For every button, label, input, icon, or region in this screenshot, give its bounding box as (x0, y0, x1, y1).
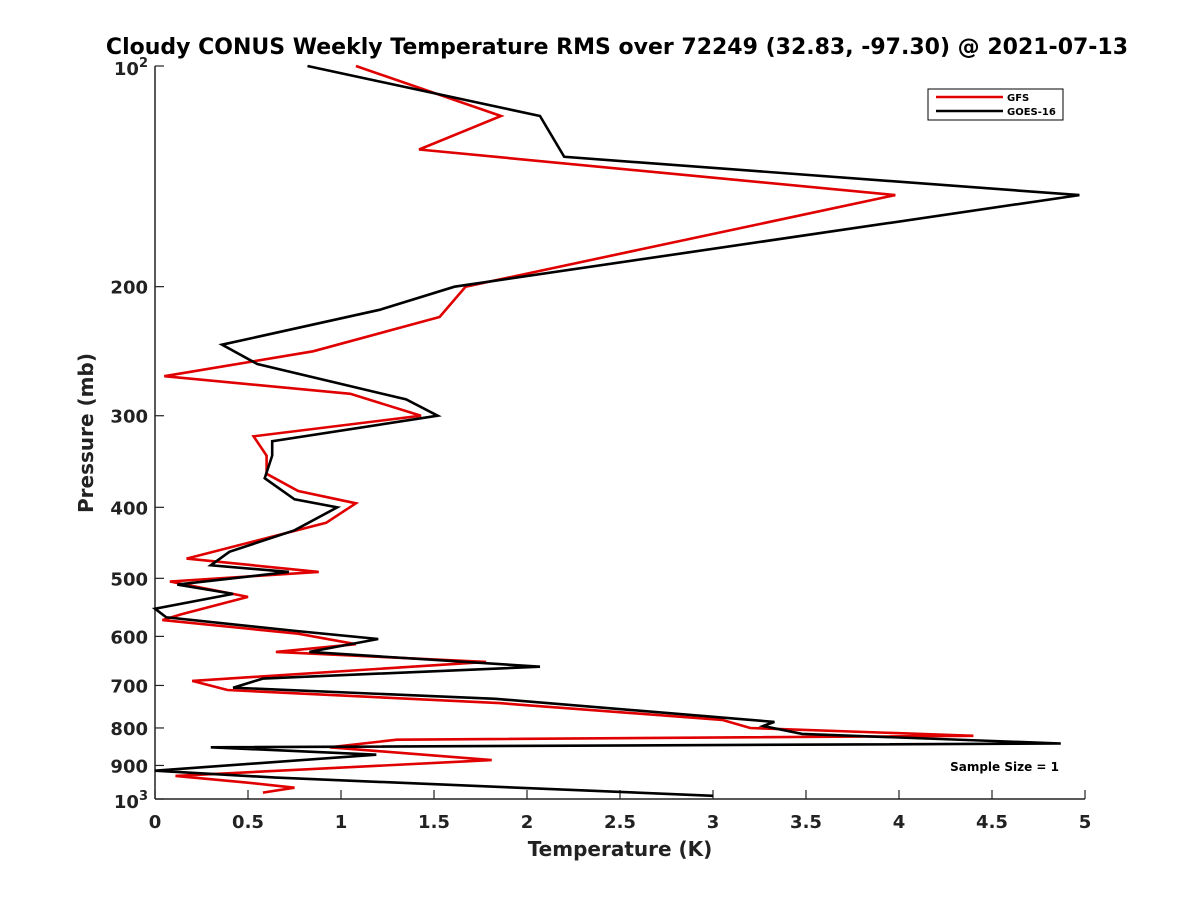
x-tick-label: 1 (335, 812, 348, 833)
y-tick-label-exponent: 2 (139, 56, 148, 71)
x-tick-label: 1.5 (418, 812, 450, 833)
y-tick-label: 102 (114, 56, 148, 80)
y-tick-label-exponent: 3 (139, 789, 148, 804)
x-tick-label: 3.5 (790, 812, 822, 833)
x-tick-label: 3 (707, 812, 720, 833)
x-tick-label: 0.5 (232, 812, 264, 833)
legend-label-gfs: GFS (1007, 93, 1029, 104)
x-tick-label: 4.5 (976, 812, 1008, 833)
legend-label-goes16: GOES-16 (1007, 107, 1056, 118)
y-tick-label: 200 (110, 278, 148, 299)
y-axis-label: Pressure (mb) (74, 353, 98, 513)
x-axis-ticks: 0 0.5 1 1.5 2 2.5 3 3.5 4 4.5 5 (149, 790, 1092, 833)
x-tick-label: 0 (149, 812, 162, 833)
x-tick-label: 4 (893, 812, 906, 833)
y-tick-label-base: 10 (114, 792, 139, 813)
y-tick-label-base: 10 (114, 59, 139, 80)
y-tick-label: 300 (110, 407, 148, 428)
y-tick-label: 400 (110, 498, 148, 519)
x-axis-label: Temperature (K) (528, 837, 713, 861)
chart-title: Cloudy CONUS Weekly Temperature RMS over… (106, 35, 1128, 60)
y-tick-label: 600 (110, 627, 148, 648)
y-tick-label: 500 (110, 569, 148, 590)
legend: GFS GOES-16 (927, 88, 1064, 121)
y-tick-label: 103 (114, 789, 148, 813)
y-tick-label: 900 (110, 756, 148, 777)
series-line-gfs (162, 64, 974, 794)
x-tick-label: 5 (1079, 812, 1092, 833)
x-tick-label: 2.5 (604, 812, 636, 833)
series-line-goes16 (151, 64, 1080, 798)
x-tick-label: 2 (521, 812, 534, 833)
series-layer (151, 64, 1080, 798)
legend-box (927, 88, 1064, 121)
y-tick-label: 700 (110, 676, 148, 697)
y-tick-label: 800 (110, 719, 148, 740)
sample-size-annotation: Sample Size = 1 (950, 760, 1059, 774)
